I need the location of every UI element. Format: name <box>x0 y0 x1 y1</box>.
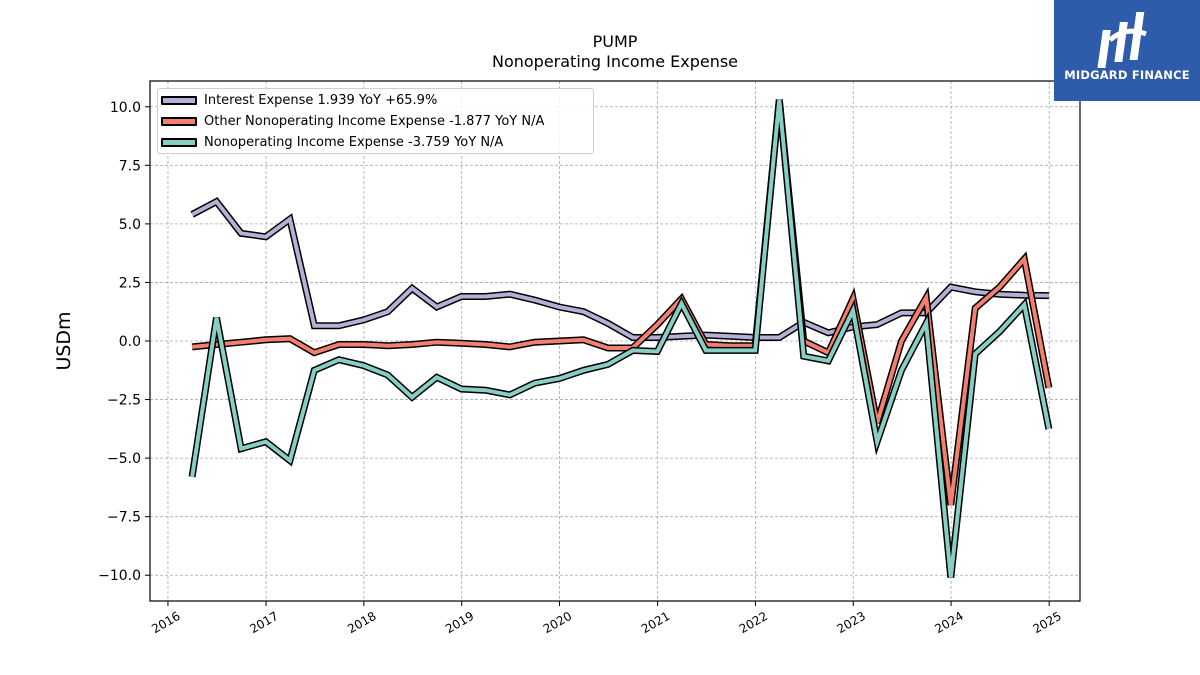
series-1 <box>190 197 1049 341</box>
x-tick-label: 2022 <box>737 609 770 636</box>
series-line <box>190 99 1051 578</box>
x-tick-label: 2023 <box>835 609 868 636</box>
y-tick-label: −5.0 <box>107 451 141 467</box>
x-tick-label: 2018 <box>345 609 378 636</box>
x-tick-label: 2021 <box>639 609 672 636</box>
legend-label: Other Nonoperating Income Expense -1.877… <box>204 114 545 129</box>
y-tick-label: 10.0 <box>110 100 141 116</box>
y-tick-label: −2.5 <box>107 393 141 409</box>
y-tick-label: −10.0 <box>98 568 141 584</box>
series-2 <box>191 99 1053 506</box>
series-layer <box>188 99 1053 578</box>
x-tick-label: 2017 <box>247 609 280 636</box>
series-line <box>191 199 1049 340</box>
legend-item-interest-expense: Interest Expense 1.939 YoY +65.9% <box>158 91 593 111</box>
y-tick-label: 5.0 <box>119 217 141 233</box>
x-tick-label: 2025 <box>1030 609 1063 636</box>
legend-item-nonoperating: Nonoperating Income Expense -3.759 YoY N… <box>158 133 593 153</box>
legend: Interest Expense 1.939 YoY +65.9% Other … <box>157 88 594 154</box>
legend-swatch <box>161 138 197 147</box>
series-line <box>191 99 1051 506</box>
x-tick-label: 2016 <box>149 609 182 636</box>
legend-swatch <box>161 96 197 105</box>
x-tick-label: 2019 <box>443 609 476 636</box>
y-axis-label: USDm <box>53 311 75 370</box>
y-tick-label: 0.0 <box>119 334 141 350</box>
series-outline <box>190 197 1049 341</box>
legend-item-other-nonoperating: Other Nonoperating Income Expense -1.877… <box>158 112 593 132</box>
chart-title: PUMP <box>593 32 638 51</box>
logo-mark-icon <box>1097 12 1147 68</box>
series-3 <box>188 99 1053 578</box>
legend-label: Interest Expense 1.939 YoY +65.9% <box>204 93 438 108</box>
y-tick-label: 2.5 <box>119 275 141 291</box>
legend-swatch <box>161 117 197 126</box>
series-outline <box>191 99 1053 506</box>
x-tick-label: 2020 <box>541 609 574 636</box>
x-tick-label: 2024 <box>932 609 965 636</box>
y-tick-label: −7.5 <box>107 510 141 526</box>
y-tick-label: 7.5 <box>119 158 141 174</box>
brand-logo: MIDGARD FINANCE <box>1054 0 1200 101</box>
chart-subtitle: Nonoperating Income Expense <box>492 52 738 71</box>
legend-label: Nonoperating Income Expense -3.759 YoY N… <box>204 135 504 150</box>
logo-text: MIDGARD FINANCE <box>1064 68 1190 82</box>
